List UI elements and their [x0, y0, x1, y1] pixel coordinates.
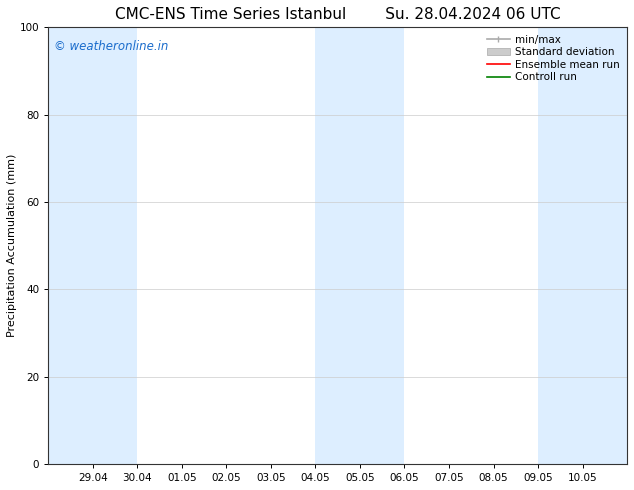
Bar: [48, 27, 138, 464]
Y-axis label: Precipitation Accumulation (mm): Precipitation Accumulation (mm): [7, 154, 17, 337]
Bar: [316, 27, 404, 464]
Text: © weatheronline.in: © weatheronline.in: [54, 40, 169, 53]
Bar: [538, 27, 627, 464]
Legend: min/max, Standard deviation, Ensemble mean run, Controll run: min/max, Standard deviation, Ensemble me…: [485, 32, 622, 84]
Title: CMC-ENS Time Series Istanbul        Su. 28.04.2024 06 UTC: CMC-ENS Time Series Istanbul Su. 28.04.2…: [115, 7, 560, 22]
